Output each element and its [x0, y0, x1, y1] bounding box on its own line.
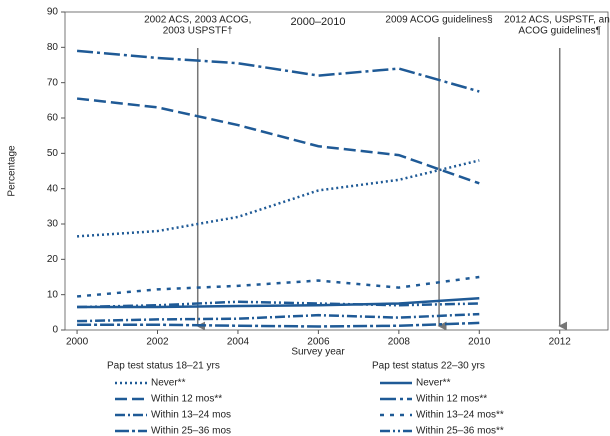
legend-label: Within 25–36 mos	[151, 426, 231, 436]
legend-title: Pap test status 18–21 yrs	[107, 361, 220, 372]
y-tick-label: 10	[47, 289, 59, 300]
x-tick-label: 2012	[549, 337, 572, 348]
x-axis-label: Survey year	[291, 347, 345, 358]
legend-label: Within 13–24 mos	[151, 410, 231, 421]
legend-label: Within 13–24 mos**	[416, 410, 504, 421]
legend-label: Never**	[416, 378, 451, 389]
y-tick-label: 30	[47, 219, 59, 230]
y-tick-label: 40	[47, 183, 59, 194]
legend-label: Within 12 mos**	[151, 394, 222, 405]
series-line	[77, 312, 480, 323]
legend-label: Within 25–36 mos**	[416, 426, 504, 436]
y-tick-label: 90	[47, 7, 59, 18]
x-tick-label: 2002	[146, 337, 169, 348]
y-tick-label: 20	[47, 254, 59, 265]
series-line	[77, 296, 480, 309]
y-tick-label: 80	[47, 42, 59, 53]
legend-label: Within 12 mos**	[416, 394, 487, 405]
annotation: 2003 USPSTF†	[163, 26, 233, 37]
annotation: 2009 ACOG guidelines§	[385, 15, 492, 26]
x-tick-label: 2010	[468, 337, 491, 348]
series-line	[76, 97, 480, 185]
series-line	[76, 49, 480, 93]
series-line	[77, 321, 480, 328]
y-tick-label: 50	[47, 148, 59, 159]
y-tick-label: 0	[52, 325, 58, 336]
period-label: 2000–2010	[290, 16, 345, 28]
annotation: 2012 ACS, USPSTF, and	[504, 15, 610, 26]
x-tick-label: 2004	[227, 337, 250, 348]
legend-label: Never**	[151, 378, 186, 389]
legend-title: Pap test status 22–30 yrs	[372, 361, 485, 372]
y-tick-label: 60	[47, 113, 59, 124]
x-tick-label: 2000	[66, 337, 89, 348]
x-tick-label: 2006	[307, 337, 330, 348]
plot-frame	[64, 11, 609, 331]
annotation: 2002 ACS, 2003 ACOG,	[144, 15, 251, 26]
series-line	[76, 275, 480, 298]
x-tick-label: 2008	[388, 337, 411, 348]
series-line	[77, 300, 480, 309]
y-axis-label: Percentage	[7, 145, 18, 197]
series-line	[76, 159, 480, 238]
y-tick-label: 70	[47, 77, 59, 88]
annotation: ACOG guidelines¶	[518, 26, 601, 37]
